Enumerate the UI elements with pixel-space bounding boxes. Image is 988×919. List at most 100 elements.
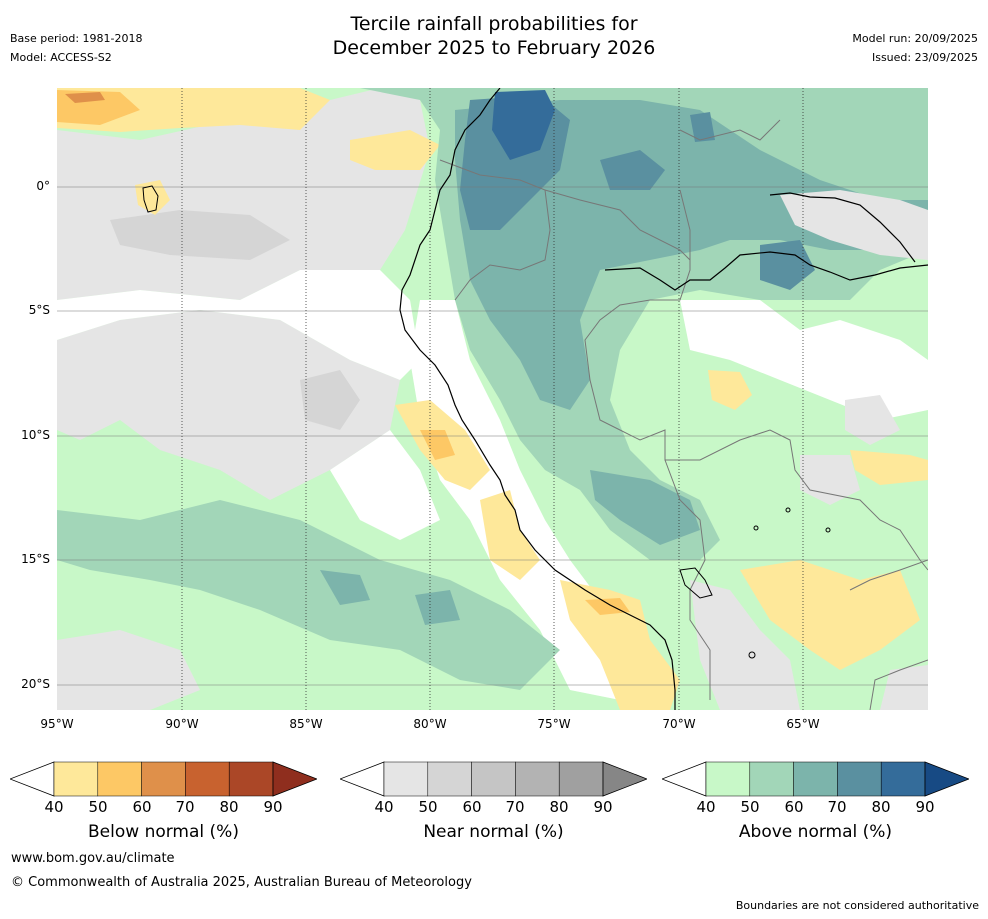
- cb-tick: 70: [505, 798, 525, 816]
- lat-tick-20s: 20°S: [21, 677, 50, 691]
- footer-url[interactable]: www.bom.gov.au/climate: [11, 851, 175, 866]
- lake-titicaca: [679, 567, 713, 599]
- lat-tick-5s: 5°S: [28, 303, 50, 317]
- cb-tick: 90: [263, 798, 283, 816]
- model-name: Model: ACCESS-S2: [10, 51, 112, 64]
- lat-tick-15s: 15°S: [21, 552, 50, 566]
- colorbar-high-extend: [602, 761, 647, 797]
- below-normal-chile-north: [560, 580, 680, 710]
- below-normal-bolivia-east: [740, 560, 920, 670]
- cb-tick: 40: [696, 798, 716, 816]
- meta-right: Model run: 20/09/2025 Issued: 23/09/2025: [852, 29, 978, 67]
- cb-tick: 70: [175, 798, 195, 816]
- colorbar-below-normal: [10, 761, 317, 797]
- legend-label-below: Below normal (%): [88, 822, 239, 842]
- lon-tick-90w: 90°W: [165, 717, 199, 731]
- colorbar-segment: [837, 761, 882, 797]
- probability-map[interactable]: [57, 88, 928, 710]
- near-normal-east-2: [690, 580, 800, 710]
- country-borders: [439, 119, 928, 710]
- cb-tick: 50: [418, 798, 438, 816]
- near-normal-ocean-south: [57, 630, 200, 710]
- above-normal-andes-teal: [455, 100, 928, 410]
- legend-label-near: Near normal (%): [423, 822, 564, 842]
- colorbar-segment: [185, 761, 230, 797]
- colorbar-segment: [53, 761, 99, 797]
- near-normal-east-1: [780, 190, 928, 260]
- below-normal-south-coast: [480, 490, 540, 580]
- lon-tick-65w: 65°W: [786, 717, 820, 731]
- colorbar-above-normal: [662, 761, 969, 797]
- colorbar-low-extend: [10, 761, 55, 797]
- footer-note: Boundaries are not considered authoritat…: [735, 899, 979, 912]
- base-period: Base period: 1981-2018: [10, 32, 143, 45]
- colorbar-segment: [793, 761, 838, 797]
- legend-near-normal: 40 50 60 70 80 90 Near normal (%): [340, 760, 647, 842]
- colorbar-segment: [705, 761, 751, 797]
- cb-tick: 80: [549, 798, 569, 816]
- colorbar-near-normal: [340, 761, 647, 797]
- above-normal-ocean-core2: [415, 590, 460, 625]
- colorbar-segment: [880, 761, 926, 797]
- legend-below-normal: 40 50 60 70 80 90 Below normal (%): [10, 760, 317, 842]
- no-signal-ocean-1: [57, 270, 420, 380]
- cb-tick: 80: [219, 798, 239, 816]
- colorbar-ticks-above: 40 50 60 70 80 90: [662, 798, 969, 818]
- above-normal-core-4: [690, 112, 715, 142]
- cb-tick: 40: [374, 798, 394, 816]
- no-signal-east: [680, 300, 928, 420]
- coastline: [399, 88, 676, 710]
- title-line-1: Tercile rainfall probabilities for: [350, 13, 638, 35]
- lon-tick-80w: 80°W: [413, 717, 447, 731]
- cb-tick: 50: [88, 798, 108, 816]
- cb-tick: 50: [740, 798, 760, 816]
- cb-tick: 90: [915, 798, 935, 816]
- cb-tick: 40: [44, 798, 64, 816]
- colorbar-ticks-near: 40 50 60 70 80 90: [340, 798, 647, 818]
- colorbar-low-extend: [662, 761, 707, 797]
- cb-tick: 60: [462, 798, 482, 816]
- cb-tick: 60: [132, 798, 152, 816]
- above-normal-core-3: [600, 150, 665, 190]
- title-line-2: December 2025 to February 2026: [332, 37, 656, 59]
- near-normal-ocean-mid: [57, 310, 400, 500]
- near-normal-east-5: [845, 395, 900, 445]
- cb-tick: 80: [871, 798, 891, 816]
- lon-tick-85w: 85°W: [289, 717, 323, 731]
- above-normal-ocean-band: [57, 500, 560, 690]
- near-normal-ocean-core2: [300, 370, 360, 430]
- colorbar-segment: [749, 761, 794, 797]
- below-normal-brazil-east: [850, 450, 928, 485]
- model-run: Model run: 20/09/2025: [852, 32, 978, 45]
- colorbar-segment: [471, 761, 516, 797]
- colorbar-low-extend: [340, 761, 385, 797]
- lon-tick-75w: 75°W: [537, 717, 571, 731]
- colorbar-segment: [228, 761, 274, 797]
- colorbar-high-extend: [272, 761, 317, 797]
- colorbar-segment: [383, 761, 429, 797]
- issued-date: Issued: 23/09/2025: [871, 51, 978, 64]
- lakes-east: [748, 507, 831, 659]
- lat-tick-10s: 10°S: [21, 428, 50, 442]
- no-signal-ocean-2: [330, 430, 440, 540]
- below-normal-peru-coast-core: [420, 430, 455, 460]
- colorbar-high-extend: [924, 761, 969, 797]
- below-normal-chile-core: [585, 598, 630, 615]
- above-normal-ocean-core: [320, 570, 370, 605]
- meta-left: Base period: 1981-2018 Model: ACCESS-S2: [10, 29, 142, 67]
- cb-tick: 90: [593, 798, 613, 816]
- lat-tick-0: 0°: [36, 179, 50, 193]
- colorbar-segment: [515, 761, 560, 797]
- colorbar-segment: [97, 761, 142, 797]
- lon-tick-70w: 70°W: [662, 717, 696, 731]
- near-normal-ocean-core: [110, 210, 290, 260]
- above-normal-south-teal: [590, 470, 700, 545]
- below-normal-spot: [708, 370, 752, 410]
- galapagos: [142, 185, 159, 213]
- above-normal-andes-max: [492, 90, 555, 160]
- near-normal-east-4: [880, 665, 928, 710]
- map-title: Tercile rainfall probabilities for Decem…: [0, 12, 988, 60]
- amazon-river: [604, 192, 928, 291]
- legend-above-normal: 40 50 60 70 80 90 Above normal (%): [662, 760, 969, 842]
- below-normal-nw-dark: [65, 92, 105, 103]
